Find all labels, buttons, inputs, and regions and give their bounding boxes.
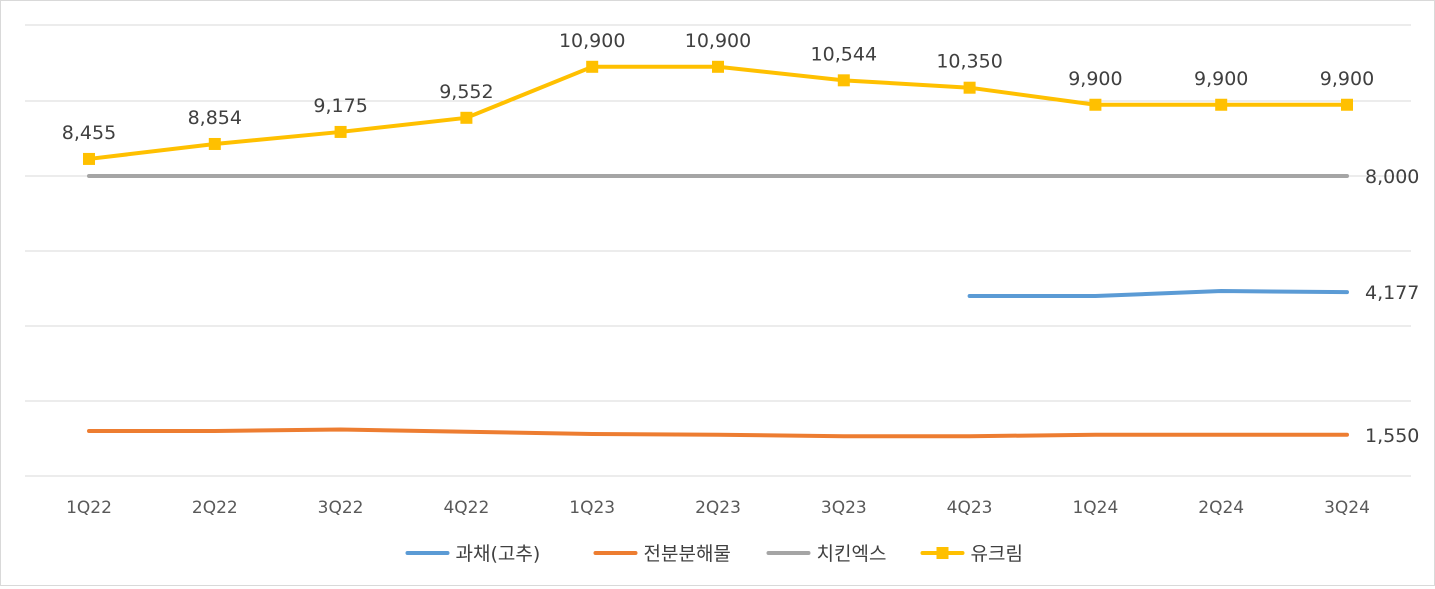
legend-label-0: 과채(고추) <box>456 543 541 565</box>
legend-item-1: 전분분해물 <box>593 543 731 565</box>
legend-label-1: 전분분해물 <box>644 543 731 565</box>
series-3-marker-4 <box>586 60 599 73</box>
x-tick-label-2: 3Q22 <box>318 498 364 518</box>
legend: 과채(고추) 전분분해물 치킨엑스 유크림 <box>405 543 1023 565</box>
legend-marker-3 <box>936 547 949 559</box>
series-3-marker-5 <box>712 60 724 73</box>
x-tick-label-9: 2Q24 <box>1198 498 1244 518</box>
data-label-series-3-1: 8,854 <box>188 107 242 129</box>
series-3-marker-7 <box>963 81 976 94</box>
legend-label-3: 유크림 <box>971 543 1023 565</box>
data-label-series-3-5: 10,900 <box>685 30 751 52</box>
series-markers <box>83 60 1353 165</box>
x-tick-label-7: 4Q23 <box>947 498 993 518</box>
x-tick-label-8: 1Q24 <box>1072 498 1118 518</box>
data-labels: 4,177 1,550 8,000 8,455 8,854 9,175 9,552 10,90… <box>62 30 1420 447</box>
data-label-series-3-0: 8,455 <box>62 122 116 144</box>
series-line-0 <box>967 289 1349 298</box>
x-tick-label-10: 3Q24 <box>1324 498 1370 518</box>
legend-label-2: 치킨엑스 <box>817 543 887 565</box>
gridlines <box>25 24 1411 477</box>
series-line-1 <box>87 427 1349 439</box>
x-tick-label-5: 2Q23 <box>695 498 741 518</box>
series-3-marker-8 <box>1089 98 1102 111</box>
series-3-marker-0 <box>83 152 95 165</box>
data-label-series-3-10: 9,900 <box>1320 68 1374 90</box>
data-label-series-3-7: 10,350 <box>936 51 1002 73</box>
data-label-series-3-8: 9,900 <box>1068 68 1122 90</box>
x-tick-label-3: 4Q22 <box>443 498 489 518</box>
x-axis-tick-labels: 1Q22 2Q22 3Q22 4Q22 1Q23 2Q23 3Q23 4Q23 1Q24 2Q24… <box>66 498 1370 518</box>
series-3-marker-2 <box>334 125 347 138</box>
legend-item-0: 과채(고추) <box>405 543 541 565</box>
series-3-marker-9 <box>1215 98 1228 111</box>
x-tick-label-0: 1Q22 <box>66 498 112 518</box>
data-label-series-0-10: 4,177 <box>1365 282 1419 304</box>
legend-item-3: 유크림 <box>920 543 1023 565</box>
series-3-marker-10 <box>1341 98 1353 111</box>
data-label-series-2-10: 8,000 <box>1365 166 1419 188</box>
data-label-series-3-6: 10,544 <box>811 43 877 65</box>
series-line-3 <box>87 64 1349 161</box>
data-label-series-3-9: 9,900 <box>1194 68 1248 90</box>
series-3-marker-3 <box>460 111 473 124</box>
x-tick-label-6: 3Q23 <box>821 498 867 518</box>
data-label-series-3-4: 10,900 <box>559 30 625 52</box>
data-label-series-3-3: 9,552 <box>439 81 493 103</box>
series-3-marker-6 <box>837 74 850 87</box>
data-label-series-3-2: 9,175 <box>313 95 367 117</box>
x-tick-label-4: 1Q23 <box>569 498 615 518</box>
series-3-marker-1 <box>208 137 221 150</box>
legend-item-2: 치킨엑스 <box>766 543 887 565</box>
data-label-series-1-10: 1,550 <box>1365 425 1419 447</box>
x-tick-label-1: 2Q22 <box>192 498 238 518</box>
series-lines <box>87 64 1349 439</box>
